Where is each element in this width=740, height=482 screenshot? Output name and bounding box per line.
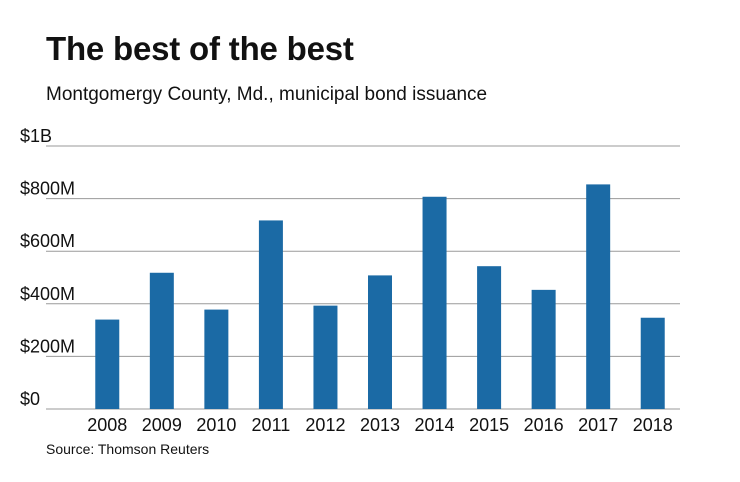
x-tick-label: 2014 <box>415 415 455 435</box>
x-tick-label: 2011 <box>252 415 291 435</box>
x-tick-label: 2013 <box>360 415 400 435</box>
x-tick-label: 2016 <box>524 415 564 435</box>
y-tick-label: $600M <box>20 231 75 251</box>
x-tick-label: 2018 <box>633 415 673 435</box>
bar-2017 <box>586 184 611 409</box>
y-axis-tick-labels: $0 $200M $400M $600M $800M $1B <box>20 126 75 409</box>
y-tick-label: $0 <box>20 389 40 409</box>
chart-subtitle: Montgomergy County, Md., municipal bond … <box>46 84 488 105</box>
x-tick-label: 2009 <box>142 415 182 435</box>
y-tick-label: $200M <box>20 336 75 356</box>
y-tick-label: $1B <box>20 126 52 146</box>
gridlines <box>46 145 680 410</box>
bar-2016 <box>531 289 556 409</box>
y-tick-label: $400M <box>20 284 75 304</box>
bar-2013 <box>368 275 392 409</box>
bar-2018 <box>640 317 665 409</box>
bar-2008 <box>95 319 120 409</box>
x-tick-label: 2017 <box>578 415 618 435</box>
source-note: Source: Thomson Reuters <box>46 441 210 457</box>
bars <box>95 184 665 409</box>
bar-2009 <box>149 272 174 409</box>
x-tick-label: 2012 <box>305 415 345 435</box>
bar-2010 <box>204 309 229 409</box>
x-axis-tick-labels: 2008 2009 2010 2011 2012 2013 2014 2015 2016 2017… <box>87 415 673 435</box>
x-tick-label: 2008 <box>87 415 127 435</box>
chart-title: The best of the best <box>46 30 354 67</box>
x-tick-label: 2015 <box>469 415 509 435</box>
bar-2014 <box>422 196 447 409</box>
bar-2011 <box>258 220 283 409</box>
bar-2012 <box>313 305 338 409</box>
y-tick-label: $800M <box>20 179 75 199</box>
bar-2015 <box>477 266 502 409</box>
x-tick-label: 2010 <box>196 415 236 435</box>
